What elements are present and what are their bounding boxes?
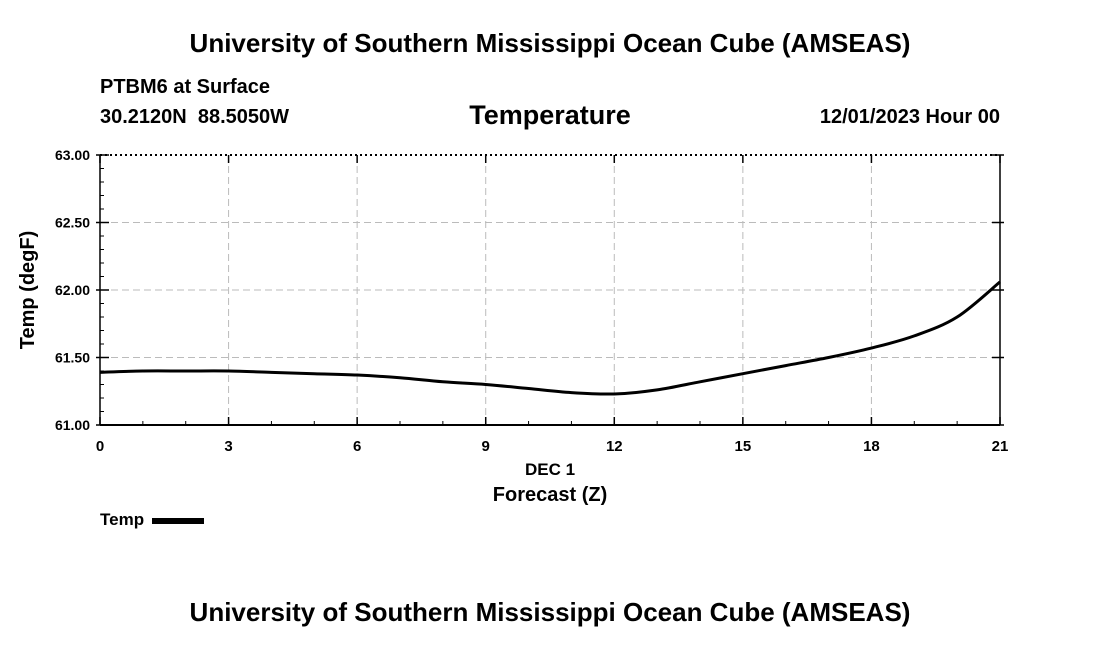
y-tick-label: 62.50 <box>55 215 90 231</box>
x-tick-label: 21 <box>992 438 1009 455</box>
y-tick-label: 61.00 <box>55 417 90 433</box>
x-tick-label: 6 <box>353 438 361 455</box>
x-axis-sublabel: DEC 1 <box>525 460 575 479</box>
footer-title: University of Southern Mississippi Ocean… <box>189 597 911 627</box>
x-tick-label: 0 <box>96 438 104 455</box>
series-line-temp <box>99 280 1001 396</box>
station-label: PTBM6 at Surface <box>100 76 271 98</box>
parameter-title: Temperature <box>469 100 631 130</box>
legend: Temp <box>100 510 205 530</box>
legend-swatch <box>152 518 205 524</box>
y-tick-label: 62.00 <box>55 282 90 298</box>
y-tick-label: 63.00 <box>55 147 90 163</box>
x-axis-label: Forecast (Z) <box>493 484 607 506</box>
x-tick-label: 12 <box>606 438 623 455</box>
x-tick-label: 3 <box>224 438 232 455</box>
y-tick-label: 61.50 <box>55 350 90 366</box>
chart-title: University of Southern Mississippi Ocean… <box>189 28 911 58</box>
x-tick-label: 15 <box>735 438 752 455</box>
station-coordinates: 30.2120N 88.5050W <box>100 106 290 128</box>
forecast-datetime: 12/01/2023 Hour 00 <box>819 106 1000 128</box>
legend-label: Temp <box>100 510 145 529</box>
x-tick-label: 18 <box>863 438 880 455</box>
x-tick-label: 9 <box>482 438 490 455</box>
y-axis-label: Temp (degF) <box>17 231 39 350</box>
